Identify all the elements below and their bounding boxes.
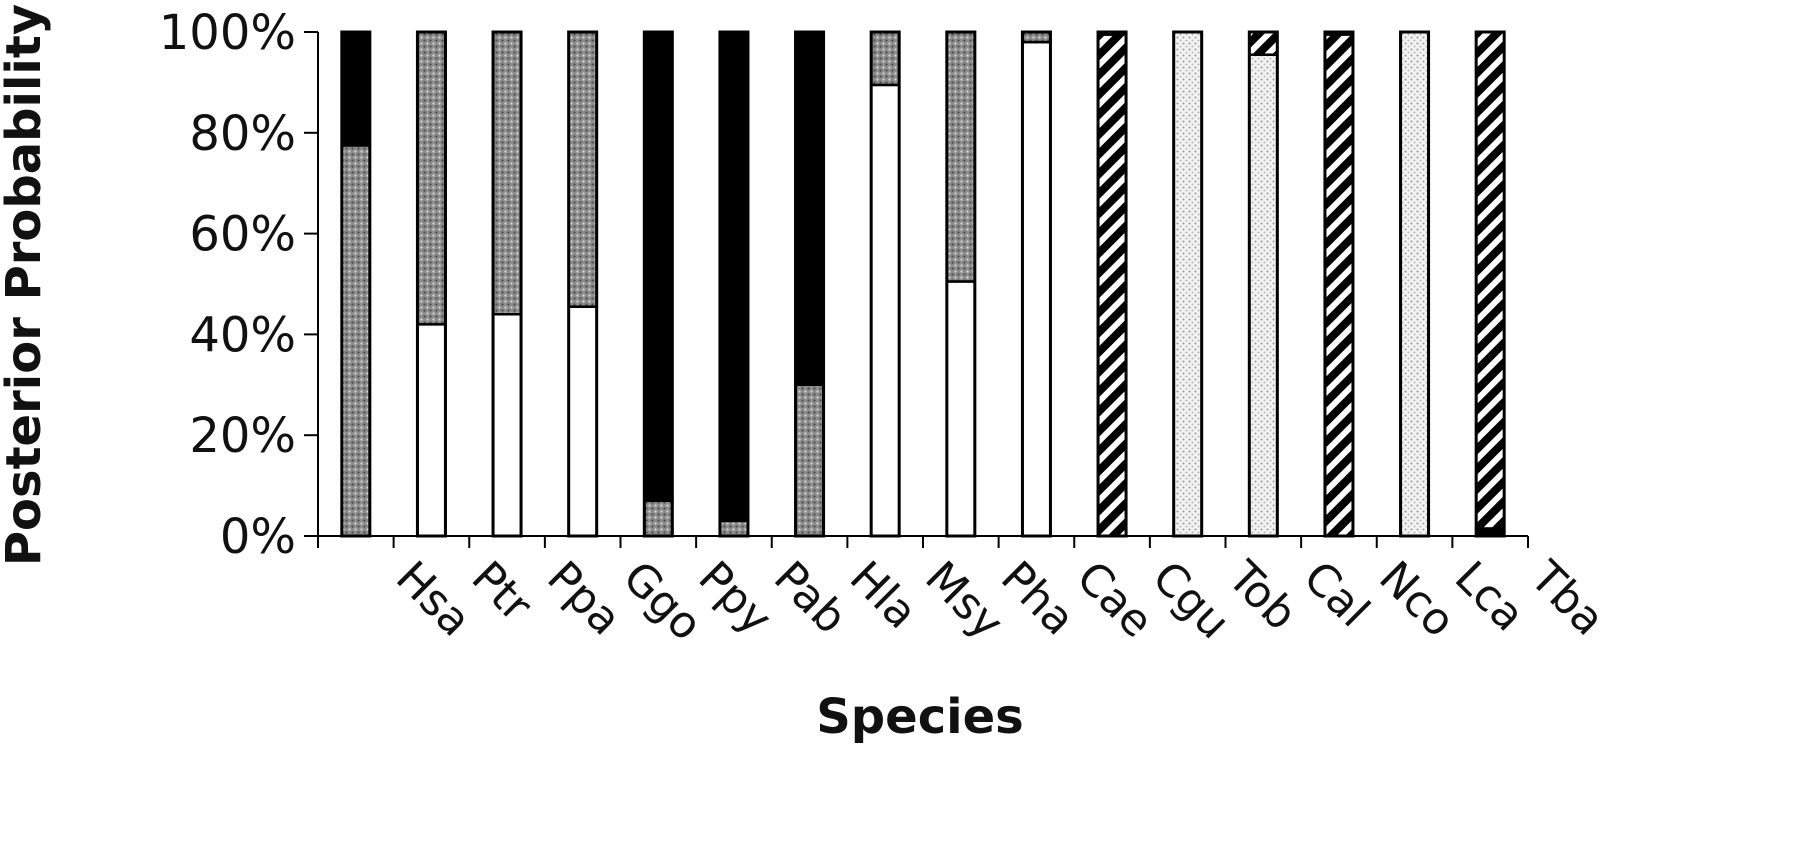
bar-segment-nco-hatched [1323, 33, 1355, 538]
bar-segment-ptr-gray-dotted [416, 30, 447, 326]
x-category-label: Cae [1067, 552, 1163, 648]
bar-segment-msy-white [869, 83, 901, 538]
bar-segment-pab-gray-dotted [718, 519, 750, 538]
x-category-label: Pha [991, 552, 1085, 646]
y-tick-label: 80% [189, 106, 296, 162]
y-axis-title: Posterior Probability [0, 4, 52, 566]
bar-segment-pha-white [945, 280, 977, 538]
bar-segment-cae-gray-dotted [1021, 30, 1052, 44]
y-tick-label: 40% [189, 307, 296, 363]
bar-segment-tba-hatched [1474, 30, 1506, 530]
x-category-label: Hsa [386, 552, 481, 647]
bar-segment-ggo-white [567, 305, 598, 538]
x-category-label: Tba [1520, 551, 1615, 646]
bar-segment-hsa-gray-dotted [340, 144, 372, 538]
bar-segment-pha-gray-dotted [945, 30, 977, 283]
bar-segment-ppy-black [643, 30, 674, 502]
bar-segment-pab-black [718, 30, 750, 523]
x-category-label: Ppy [689, 552, 782, 645]
bar-segment-hla-gray-dotted [794, 383, 825, 538]
bar-segment-cae-white [1021, 40, 1052, 538]
bar-segment-lca-light-dotted [1399, 30, 1430, 538]
bar-segment-hsa-black [340, 30, 372, 147]
x-category-label: Lca [1445, 552, 1535, 642]
bar-segment-ppa-white [491, 312, 523, 538]
x-category-label: Msy [915, 552, 1013, 650]
x-category-label: Ggo [613, 552, 712, 651]
x-category-label: Ppa [537, 552, 631, 646]
x-category-label: Cal [1294, 552, 1380, 638]
bar-segment-hla-black [794, 30, 825, 387]
x-category-label: Nco [1369, 552, 1464, 647]
bar-segment-ptr-white [416, 323, 447, 538]
bar-segment-cal-light-dotted [1248, 53, 1279, 538]
x-category-label: Ptr [462, 552, 542, 632]
bar-segment-ggo-gray-dotted [567, 30, 598, 308]
y-tick-label: 0% [220, 509, 296, 565]
bar-segment-cgu-hatched [1096, 33, 1128, 538]
x-category-label: Pab [764, 552, 856, 644]
y-tick-label: 100% [159, 5, 296, 61]
bar-segment-cal-hatched [1248, 30, 1279, 56]
y-tick-label: 20% [189, 408, 296, 464]
x-axis-title: Species [816, 689, 1024, 745]
bar-segment-tob-light-dotted [1172, 30, 1203, 538]
x-category-label: Hla [840, 552, 927, 639]
y-tick-label: 60% [189, 207, 296, 263]
bar-segment-ppy-gray-dotted [643, 499, 674, 538]
x-category-label: Cgu [1142, 552, 1239, 649]
bar-segment-msy-gray-dotted [869, 30, 901, 87]
x-category-label: Tob [1217, 551, 1306, 640]
bar-segment-ppa-gray-dotted [491, 30, 523, 316]
